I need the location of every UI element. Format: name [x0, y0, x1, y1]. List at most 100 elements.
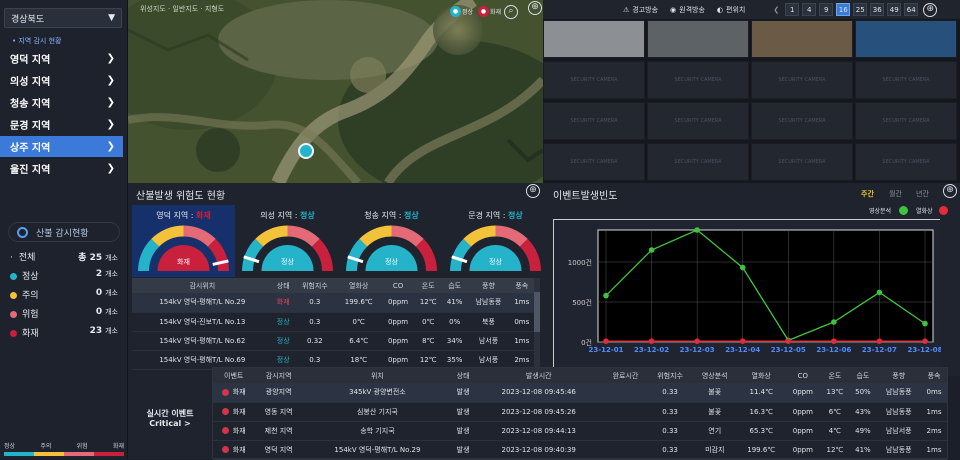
- camera-tile[interactable]: SECURITY CAMERA: [543, 143, 645, 181]
- camera-tile[interactable]: SECURITY CAMERA: [855, 143, 957, 181]
- risk-column-header[interactable]: 열화상: [335, 278, 382, 293]
- sidebar-item-1[interactable]: 의성 지역 ❯: [0, 70, 123, 91]
- camera-tile[interactable]: SECURITY CAMERA: [751, 143, 853, 181]
- zoom-icon[interactable]: ⊕: [923, 2, 938, 17]
- camera-tile[interactable]: SECURITY CAMERA: [855, 102, 957, 140]
- event-column-header[interactable]: 풍속: [921, 368, 947, 383]
- camera-tile[interactable]: SECURITY CAMERA: [647, 61, 749, 99]
- camera-tile[interactable]: SECURITY CAMERA: [647, 102, 749, 140]
- grid-button-49[interactable]: 49: [887, 3, 902, 16]
- cctv-toolbar: ⚠ 경고방송 ◉ 원격방송 ◐ 편위치 ❮ 1 4 9 16 25 36 49 64 ⊕: [543, 0, 960, 19]
- camera-marker-icon[interactable]: [298, 143, 314, 159]
- tab-weekly[interactable]: 주간: [861, 190, 874, 198]
- risk-cell: 0℃: [414, 312, 442, 332]
- satellite-map[interactable]: 위성지도 · 일반지도 · 지형도 ● 정상 ● 화재 ⌕ ⊕: [128, 0, 543, 183]
- map-layer-switch[interactable]: 위성지도 · 일반지도 · 지형도: [140, 5, 225, 13]
- event-cell: 광양지역: [254, 383, 303, 403]
- risk-cell: 154kV 영덕-진보T/L No.13: [132, 312, 273, 332]
- sidebar-item-2[interactable]: 청송 지역 ❯: [0, 92, 123, 113]
- risk-column-header[interactable]: 온도: [414, 278, 442, 293]
- normal-badge-icon[interactable]: ●: [450, 6, 461, 17]
- grid-button-64[interactable]: 64: [904, 3, 919, 16]
- camera-tile[interactable]: SECURITY CAMERA: [855, 61, 957, 99]
- camera-tile[interactable]: [751, 20, 853, 58]
- event-column-header[interactable]: 풍향: [876, 368, 922, 383]
- sidebar-item-3[interactable]: 문경 지역 ❯: [0, 114, 123, 135]
- risk-gauge[interactable]: 청송 지역 : 정상 정상: [340, 205, 443, 277]
- event-cell: 2023-12-08 09:40:39: [474, 440, 604, 460]
- warning-broadcast-button[interactable]: ⚠ 경고방송: [623, 5, 659, 14]
- event-column-header[interactable]: 영상분석: [692, 368, 738, 383]
- tab-yearly[interactable]: 년간: [916, 190, 929, 198]
- risk-gauge[interactable]: 문경 지역 : 정상 정상: [444, 205, 547, 277]
- remote-broadcast-button[interactable]: ◉ 원격방송: [670, 5, 705, 14]
- grid-button-16[interactable]: 16: [836, 3, 851, 16]
- grid-button-1[interactable]: 1: [785, 3, 800, 16]
- event-column-header[interactable]: 상태: [451, 368, 475, 383]
- risk-column-header[interactable]: 풍속: [509, 278, 534, 293]
- event-column-header[interactable]: 열화상: [737, 368, 786, 383]
- event-column-header[interactable]: 감시지역: [254, 368, 303, 383]
- event-cell-text: 1ms: [926, 445, 942, 454]
- grid-button-9[interactable]: 9: [819, 3, 834, 16]
- prev-page-icon[interactable]: ❮: [773, 5, 780, 14]
- frequency-chart-svg: 0건 500건 1000건 23-12-01 23-12-02 23-12-03 23-12…: [554, 220, 943, 370]
- event-cell: 1ms: [921, 402, 947, 422]
- event-column-header[interactable]: 이벤트: [213, 368, 255, 383]
- risk-gauge[interactable]: 의성 지역 : 정상 정상: [236, 205, 339, 277]
- table-row[interactable]: 154kV 영덕-평해T/L No.62 정상 0.32 6.4℃ 0ppm 8℃ 34% 남…: [132, 331, 534, 351]
- zoom-icon[interactable]: ⊕: [943, 184, 957, 198]
- grid-button-4[interactable]: 4: [802, 3, 817, 16]
- event-column-header[interactable]: CO: [785, 368, 821, 383]
- risk-table-scrollbar[interactable]: [534, 278, 540, 374]
- table-row[interactable]: 154kV 영덕-진보T/L No.13 정상 0.3 0℃ 0ppm 0℃ 0% 북풍 0ms: [132, 312, 534, 332]
- table-row[interactable]: 화재 광양지역 345kV 광양변전소 발생 2023-12-08 09:45:46 0.…: [213, 383, 947, 403]
- risk-column-header[interactable]: 상태: [272, 278, 294, 293]
- gauge-segment: [519, 238, 541, 272]
- event-cell-text: 영동 지역: [264, 407, 293, 416]
- event-cell: 1ms: [921, 440, 947, 460]
- event-column-header[interactable]: 완료시간: [603, 368, 648, 383]
- fire-badge-label: 화재: [490, 9, 502, 16]
- zoom-icon[interactable]: ⊕: [528, 1, 542, 15]
- tab-monthly[interactable]: 월간: [889, 190, 902, 198]
- event-column-header[interactable]: 발생시간: [474, 368, 604, 383]
- camera-tile[interactable]: [855, 20, 957, 58]
- gauge-region: 영덕 지역 :: [156, 211, 197, 220]
- realtime-events-title[interactable]: 실시간 이벤트 Critical >: [128, 376, 212, 459]
- fire-badge-icon[interactable]: ●: [478, 6, 489, 17]
- zoom-icon[interactable]: ⌕: [504, 5, 518, 19]
- table-row[interactable]: 화재 영동 지역 심봉산 기지국 발생 2023-12-08 09:45:26 0.33 불…: [213, 402, 947, 422]
- camera-tile[interactable]: [543, 20, 645, 58]
- sidebar-item-5[interactable]: 울진 지역 ❯: [0, 158, 123, 179]
- risk-column-header[interactable]: CO: [381, 278, 415, 293]
- camera-tile[interactable]: SECURITY CAMERA: [751, 102, 853, 140]
- risk-column-header[interactable]: 풍향: [467, 278, 510, 293]
- risk-column-header[interactable]: 습도: [441, 278, 468, 293]
- event-cell-text: 2ms: [926, 426, 942, 435]
- event-column-header[interactable]: 온도: [820, 368, 850, 383]
- sidebar-item-4[interactable]: 상주 지역 ❯: [0, 136, 123, 157]
- risk-cell: 199.6℃: [335, 293, 382, 313]
- region-select[interactable]: 경상북도 ▼: [4, 8, 122, 28]
- grid-button-36[interactable]: 36: [870, 3, 885, 16]
- risk-column-header[interactable]: 위험지수: [293, 278, 336, 293]
- table-row[interactable]: 화재 영덕 지역 154kV 영덕-평해T/L No.29 발생 2023-12-08 …: [213, 440, 947, 460]
- event-column-header[interactable]: 위험지수: [647, 368, 693, 383]
- camera-tile[interactable]: SECURITY CAMERA: [751, 61, 853, 99]
- sidebar-item-0[interactable]: 영덕 지역 ❯: [0, 48, 123, 69]
- position-button[interactable]: ◐ 편위치: [716, 5, 746, 14]
- camera-tile[interactable]: SECURITY CAMERA: [543, 61, 645, 99]
- risk-column-header[interactable]: 감시위치: [132, 278, 273, 293]
- zoom-icon[interactable]: ⊕: [526, 184, 540, 198]
- risk-gauge[interactable]: 영덕 지역 : 화재 화재: [132, 205, 235, 277]
- table-row[interactable]: 화재 제천 지역 송학 기지국 발생 2023-12-08 09:44:13 0.33 연기…: [213, 421, 947, 441]
- camera-tile[interactable]: SECURITY CAMERA: [543, 102, 645, 140]
- event-column-header[interactable]: 위치: [302, 368, 452, 383]
- table-row[interactable]: 154kV 영덕-평해T/L No.29 화재 0.3 199.6℃ 0ppm 12℃ 41…: [132, 293, 534, 313]
- camera-tile[interactable]: [647, 20, 749, 58]
- grid-button-25[interactable]: 25: [853, 3, 868, 16]
- risk-panel-title: 산불발생 위험도 현황: [136, 191, 226, 202]
- event-column-header[interactable]: 습도: [849, 368, 877, 383]
- camera-tile[interactable]: SECURITY CAMERA: [647, 143, 749, 181]
